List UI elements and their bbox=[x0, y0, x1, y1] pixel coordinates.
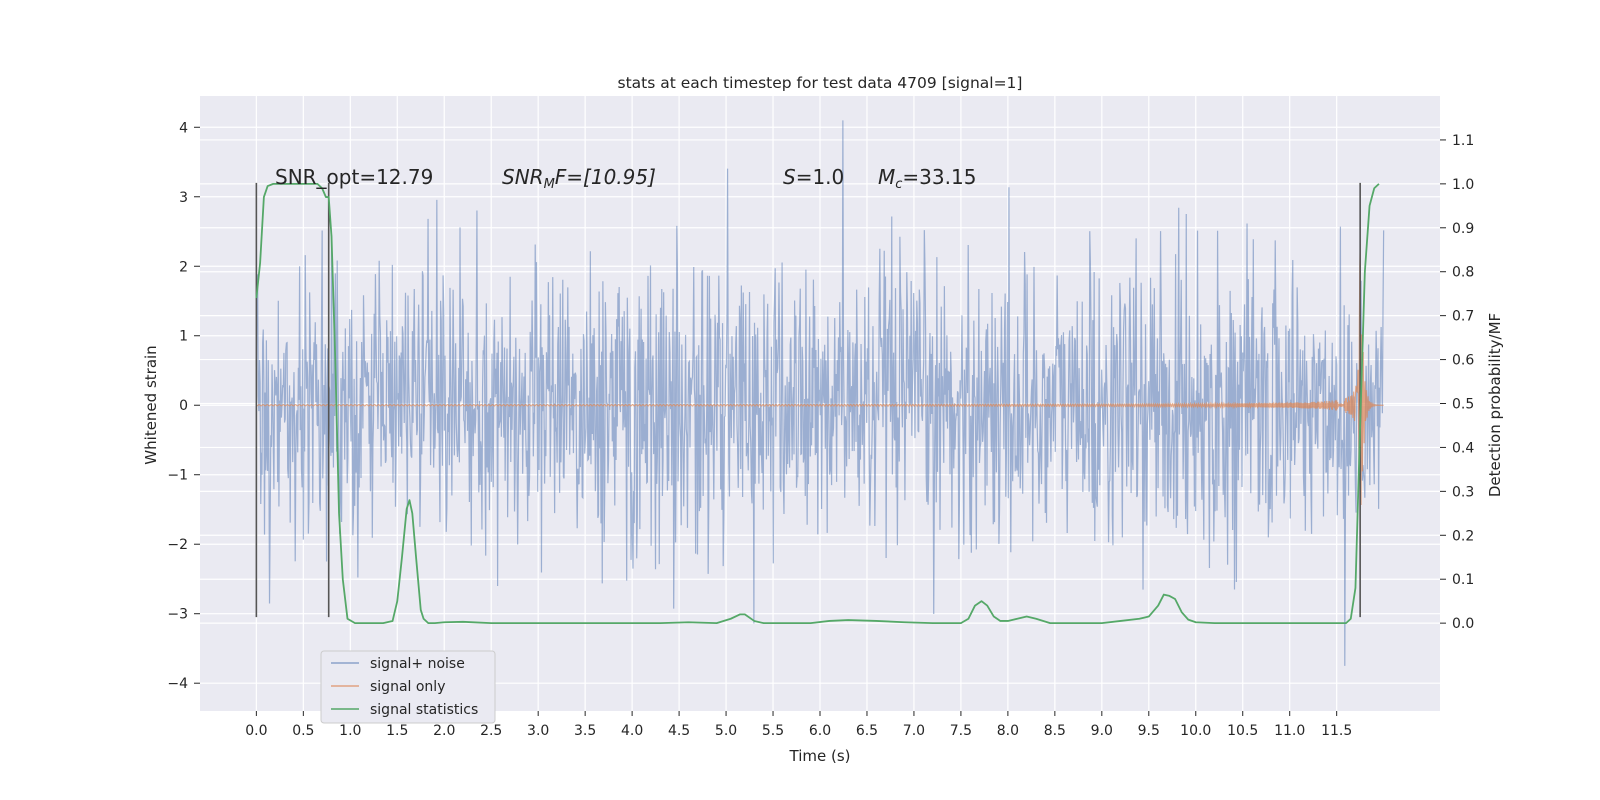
signal-only-line bbox=[256, 244, 1384, 506]
annotation-mc: Mc=33.15 bbox=[878, 165, 976, 192]
y-right-tick-label-7: 0.7 bbox=[1452, 309, 1474, 325]
y-tick-label-5: 1 bbox=[179, 329, 188, 345]
x-tick-label-6: 3.0 bbox=[527, 723, 549, 739]
y-tick-label-1: −3 bbox=[167, 607, 188, 623]
y-right-tick-label-0: 0.0 bbox=[1452, 616, 1474, 632]
signal-noise-line bbox=[255, 120, 1385, 666]
annotation-s-main: S bbox=[783, 165, 796, 189]
x-tick-label-16: 8.0 bbox=[997, 723, 1019, 739]
annotation-snr-mf: SNRMF=[10.95] bbox=[502, 165, 656, 192]
annotation-snr-mf-rest: F=[10.95] bbox=[555, 165, 656, 189]
series-signal-statistics bbox=[255, 182, 1380, 625]
x-tick-label-15: 7.5 bbox=[950, 723, 972, 739]
x-tick-label-3: 1.5 bbox=[386, 723, 408, 739]
x-tick-label-4: 2.0 bbox=[433, 723, 455, 739]
x-tick-label-5: 2.5 bbox=[480, 723, 502, 739]
x-tick-label-18: 9.0 bbox=[1091, 723, 1113, 739]
y-right-tick-label-1: 0.1 bbox=[1452, 572, 1474, 588]
chart-title: stats at each timestep for test data 470… bbox=[618, 74, 1023, 92]
y-axis-label: Whitened strain bbox=[142, 345, 160, 464]
y-tick-label-4: 0 bbox=[179, 398, 188, 414]
y-tick-label-3: −1 bbox=[167, 468, 188, 484]
x-tick-label-7: 3.5 bbox=[574, 723, 596, 739]
x-tick-label-13: 6.5 bbox=[856, 723, 878, 739]
x-tick-label-17: 8.5 bbox=[1044, 723, 1066, 739]
series-signal-only bbox=[256, 244, 1384, 506]
signal-statistics-line bbox=[255, 182, 1380, 625]
annotation-mc-rest: =33.15 bbox=[902, 165, 976, 189]
y-tick-label-6: 2 bbox=[179, 259, 188, 275]
x-tick-label-8: 4.0 bbox=[621, 723, 643, 739]
x-tick-label-11: 5.5 bbox=[762, 723, 784, 739]
annotation-snr-mf-main: SNR bbox=[502, 165, 544, 189]
y-right-tick-label-6: 0.6 bbox=[1452, 353, 1474, 369]
y-tick-label-0: −4 bbox=[167, 676, 188, 692]
y-axis-right-label: Detection probability/MF bbox=[1486, 313, 1504, 497]
y-right-tick-label-2: 0.2 bbox=[1452, 528, 1474, 544]
y-axis-right-ticks: 0.0 0.1 0.2 0.3 0.4 0.5 0.6 0.7 0.8 0.9 1.0 1.1 bbox=[1440, 133, 1474, 632]
x-tick-label-9: 4.5 bbox=[668, 723, 690, 739]
x-axis-ticks: 0.0 0.5 1.0 1.5 2.0 2.5 3.0 3.5 4.0 4.5 5.0 5.5 6.0 6… bbox=[245, 711, 1352, 739]
y-right-tick-label-8: 0.8 bbox=[1452, 265, 1474, 281]
x-tick-label-1: 0.5 bbox=[292, 723, 314, 739]
annotation-snr-mf-sub: M bbox=[544, 177, 555, 192]
y-axis-ticks: −4 −3 −2 −1 0 1 2 3 4 bbox=[167, 120, 200, 692]
legend-label-signal-noise: signal+ noise bbox=[370, 656, 465, 672]
x-tick-label-10: 5.0 bbox=[715, 723, 737, 739]
y-right-tick-label-11: 1.1 bbox=[1452, 133, 1474, 149]
legend-label-signal-statistics: signal statistics bbox=[370, 702, 478, 718]
x-tick-label-14: 7.0 bbox=[903, 723, 925, 739]
y-tick-label-7: 3 bbox=[179, 190, 188, 206]
x-tick-label-12: 6.0 bbox=[809, 723, 831, 739]
annotation-mc-sub: c bbox=[895, 177, 902, 192]
legend-label-signal-only: signal only bbox=[370, 679, 445, 695]
x-tick-label-23: 11.5 bbox=[1321, 723, 1352, 739]
x-tick-label-20: 10.0 bbox=[1180, 723, 1211, 739]
x-tick-label-2: 1.0 bbox=[339, 723, 361, 739]
x-axis-label: Time (s) bbox=[789, 747, 851, 765]
legend-box bbox=[320, 650, 496, 724]
x-tick-label-22: 11.0 bbox=[1274, 723, 1305, 739]
y-right-tick-label-3: 0.3 bbox=[1452, 484, 1474, 500]
y-tick-label-8: 4 bbox=[179, 120, 188, 136]
series-signal-noise bbox=[255, 120, 1385, 666]
annotation-s-rest: =1.0 bbox=[796, 165, 845, 189]
legend: signal+ noise signal only signal statist… bbox=[320, 650, 496, 724]
y-right-tick-label-4: 0.4 bbox=[1452, 440, 1474, 456]
annotation-s: S=1.0 bbox=[783, 165, 844, 189]
x-tick-label-0: 0.0 bbox=[245, 723, 267, 739]
x-tick-label-21: 10.5 bbox=[1227, 723, 1258, 739]
y-right-tick-label-5: 0.5 bbox=[1452, 397, 1474, 413]
annotation-mc-main: M bbox=[878, 165, 895, 189]
y-tick-label-2: −2 bbox=[167, 537, 188, 553]
y-right-tick-label-10: 1.0 bbox=[1452, 177, 1474, 193]
x-tick-label-19: 9.5 bbox=[1138, 723, 1160, 739]
y-right-tick-label-9: 0.9 bbox=[1452, 221, 1474, 237]
annotation-snr-opt: SNR_opt=12.79 bbox=[275, 165, 433, 189]
